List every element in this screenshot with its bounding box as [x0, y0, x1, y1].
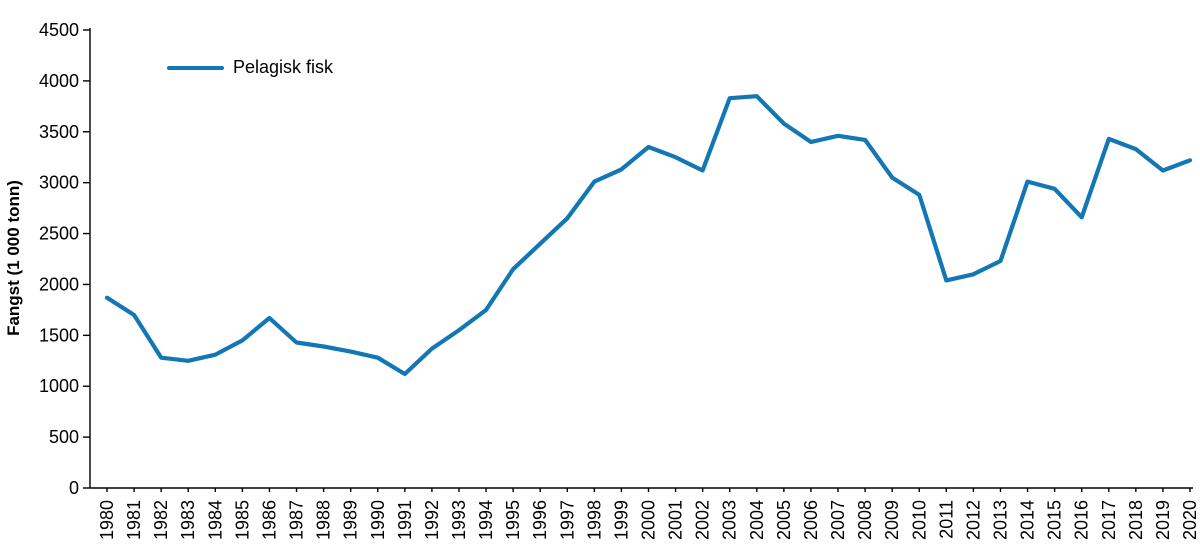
y-tick-label: 0: [69, 478, 79, 498]
x-tick-label: 2008: [855, 500, 875, 540]
y-tick-label: 4500: [39, 20, 79, 40]
y-tick-label: 2500: [39, 224, 79, 244]
y-tick-label: 4000: [39, 71, 79, 91]
x-tick-label: 2004: [747, 500, 767, 540]
series-line-pelagisk-fisk: [104, 94, 1193, 377]
x-tick-label: 1987: [287, 500, 307, 540]
x-tick-label: 1988: [314, 500, 334, 540]
x-tick-label: 1995: [503, 500, 523, 540]
x-tick-label: 1984: [205, 500, 225, 540]
x-tick-label: 2014: [1018, 500, 1038, 540]
x-tick-label: 2018: [1126, 500, 1146, 540]
axes: [83, 28, 1193, 492]
x-tick-label: 1994: [476, 500, 496, 540]
y-tick-label: 2000: [39, 274, 79, 294]
x-tick-label: 1990: [368, 500, 388, 540]
x-tick-label: 2012: [963, 500, 983, 540]
legend-line-swatch: [167, 65, 224, 70]
x-tick-label: 2017: [1099, 500, 1119, 540]
x-tick-label: 1986: [259, 500, 279, 540]
x-tick-label: 2020: [1180, 500, 1200, 540]
x-tick-label: 1983: [178, 500, 198, 540]
x-tick-label: 1991: [395, 500, 415, 540]
x-tick-label: 2010: [909, 500, 929, 540]
y-tick-label: 3500: [39, 122, 79, 142]
x-tick-label: 1996: [530, 500, 550, 540]
legend: Pelagisk fisk: [167, 57, 333, 78]
x-tick-label: 2001: [666, 500, 686, 540]
x-tick-label: 2011: [936, 500, 956, 539]
x-tick-label: 1993: [449, 500, 469, 540]
x-tick-label: 1985: [232, 500, 252, 540]
x-tick-label: 2005: [774, 500, 794, 540]
y-tick-label: 1500: [39, 325, 79, 345]
x-tick-label: 2019: [1153, 500, 1173, 540]
x-tick-label: 1992: [422, 500, 442, 540]
x-tick-label: 2009: [882, 500, 902, 540]
x-tick-label: 1980: [97, 500, 117, 540]
x-tick-label: 1981: [124, 500, 144, 540]
x-tick-label: 2015: [1045, 500, 1065, 540]
x-tick-label: 1998: [584, 500, 604, 540]
x-tick-label: 1999: [611, 500, 631, 540]
x-tick-label: 2016: [1072, 500, 1092, 540]
y-tick-label: 3000: [39, 173, 79, 193]
x-tick-label: 2013: [990, 500, 1010, 540]
x-tick-label: 2006: [801, 500, 821, 540]
x-tick-label: 1989: [341, 500, 361, 540]
x-tick-label: 2000: [639, 500, 659, 540]
x-tick-label: 2003: [720, 500, 740, 540]
x-tick-label: 1997: [557, 500, 577, 540]
y-tick-label: 500: [49, 427, 79, 447]
x-tick-label: 1982: [151, 500, 171, 540]
x-tick-label: 2002: [693, 500, 713, 540]
legend-label: Pelagisk fisk: [233, 57, 334, 77]
x-tick-label: 2007: [828, 500, 848, 540]
y-tick-label: 1000: [39, 376, 79, 396]
y-axis-title: Fangst (1 000 tonn): [4, 180, 23, 336]
